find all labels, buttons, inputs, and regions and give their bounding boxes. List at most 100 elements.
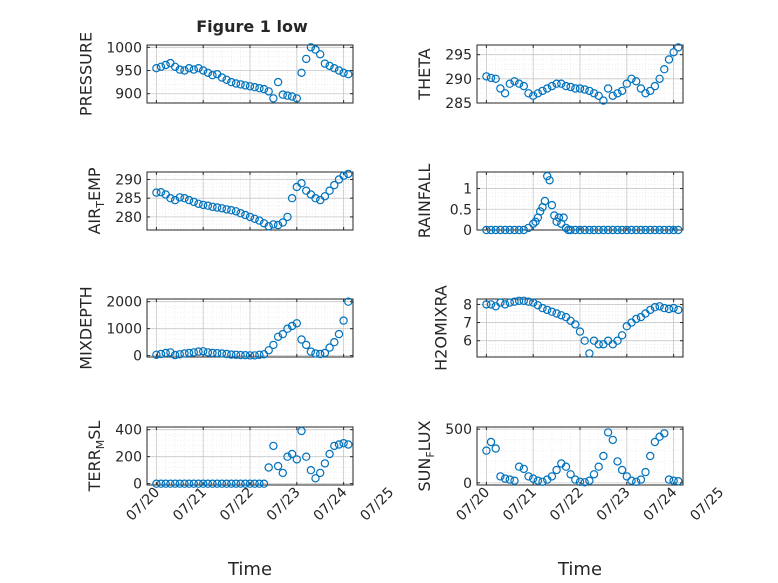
data-point bbox=[330, 441, 339, 451]
data-point bbox=[236, 479, 245, 488]
data-point bbox=[617, 86, 627, 96]
data-point bbox=[217, 73, 227, 82]
data-point bbox=[519, 225, 529, 235]
data-point bbox=[278, 329, 287, 339]
data-point bbox=[222, 349, 231, 359]
data-point bbox=[636, 475, 646, 484]
data-point bbox=[594, 225, 603, 235]
ylabel: PRESSURE bbox=[76, 32, 95, 116]
data-point bbox=[250, 351, 259, 360]
data-point bbox=[613, 89, 622, 98]
data-point bbox=[311, 474, 320, 483]
data-point bbox=[166, 479, 175, 488]
data-point bbox=[320, 59, 330, 68]
x-tick-label: 07/25 bbox=[357, 485, 397, 525]
data-point bbox=[306, 347, 316, 356]
data-point bbox=[514, 79, 524, 88]
data-point bbox=[245, 212, 255, 222]
data-point bbox=[175, 350, 184, 359]
data-point bbox=[613, 457, 622, 466]
data-point bbox=[334, 66, 344, 75]
data-point bbox=[561, 81, 571, 91]
y-tick-label: 285 bbox=[115, 191, 142, 207]
data-point bbox=[664, 475, 674, 484]
data-point bbox=[510, 225, 519, 235]
data-point bbox=[536, 207, 545, 216]
x-tick-label: 07/24 bbox=[311, 484, 351, 524]
x-tick-label: 07/20 bbox=[453, 485, 493, 525]
subplot-1: 900 950 1000 PRESSURE bbox=[76, 32, 354, 116]
data-point bbox=[198, 66, 208, 75]
data-point bbox=[297, 178, 306, 188]
data-point bbox=[660, 225, 669, 235]
subplot-4: 0 0.5 1 RAINFALL bbox=[415, 164, 684, 239]
data-point bbox=[152, 479, 161, 488]
data-point bbox=[547, 307, 557, 316]
data-point bbox=[674, 477, 683, 486]
data-point bbox=[641, 89, 650, 98]
data-point bbox=[674, 225, 683, 235]
data-point bbox=[259, 84, 269, 94]
y-tick-label: 950 bbox=[115, 64, 142, 80]
data-point bbox=[585, 349, 594, 358]
y-tick-label: 900 bbox=[115, 87, 142, 103]
data-point bbox=[198, 347, 208, 356]
data-point bbox=[339, 68, 348, 78]
data-point bbox=[608, 91, 618, 101]
data-point bbox=[264, 87, 273, 96]
data-point bbox=[330, 63, 339, 73]
data-point bbox=[646, 451, 655, 461]
data-point bbox=[529, 298, 538, 307]
data-point bbox=[264, 346, 273, 355]
data-point bbox=[561, 223, 571, 233]
data-point bbox=[557, 311, 566, 320]
data-point bbox=[184, 479, 194, 488]
data-point bbox=[227, 350, 236, 359]
data-point bbox=[594, 340, 603, 349]
data-point bbox=[547, 472, 557, 481]
data-point bbox=[269, 220, 278, 229]
data-point bbox=[283, 212, 292, 222]
data-point bbox=[278, 468, 287, 478]
data-point bbox=[287, 193, 297, 203]
data-point bbox=[283, 91, 292, 100]
data-point bbox=[217, 349, 227, 358]
data-point bbox=[514, 296, 524, 305]
ylabel: SUNFLUX bbox=[415, 420, 437, 491]
data-point bbox=[222, 75, 231, 85]
data-point bbox=[608, 435, 618, 445]
data-point bbox=[283, 452, 292, 461]
subplot-7: 0 200 400 TERRMSL 07/20 07/21 07/22 07/23 07/24 0… bbox=[85, 421, 397, 580]
data-point bbox=[603, 84, 613, 93]
data-point bbox=[152, 350, 161, 359]
data-point bbox=[660, 64, 669, 74]
data-point bbox=[538, 303, 547, 313]
data-point bbox=[589, 89, 599, 98]
data-point bbox=[255, 479, 264, 488]
data-point bbox=[496, 298, 505, 307]
data-point bbox=[255, 216, 264, 225]
data-point bbox=[203, 479, 213, 488]
data-point bbox=[669, 303, 678, 313]
data-point bbox=[339, 439, 348, 448]
data-point bbox=[627, 476, 636, 485]
data-point bbox=[212, 203, 222, 212]
data-point bbox=[571, 225, 580, 235]
data-point bbox=[580, 225, 589, 235]
data-point bbox=[161, 60, 170, 70]
data-point bbox=[250, 214, 259, 223]
data-point bbox=[255, 350, 264, 359]
data-point bbox=[184, 348, 194, 358]
data-point bbox=[241, 81, 250, 90]
data-point bbox=[552, 79, 561, 88]
data-point bbox=[189, 348, 198, 357]
y-tick-label: 1000 bbox=[106, 40, 142, 56]
data-point bbox=[334, 440, 344, 449]
data-point bbox=[212, 479, 222, 488]
data-point bbox=[316, 468, 325, 478]
data-point bbox=[547, 81, 557, 91]
x-axis-label: Time bbox=[227, 559, 272, 580]
y-tick-label: 280 bbox=[115, 210, 142, 226]
data-point bbox=[540, 196, 550, 206]
data-point bbox=[655, 74, 664, 84]
